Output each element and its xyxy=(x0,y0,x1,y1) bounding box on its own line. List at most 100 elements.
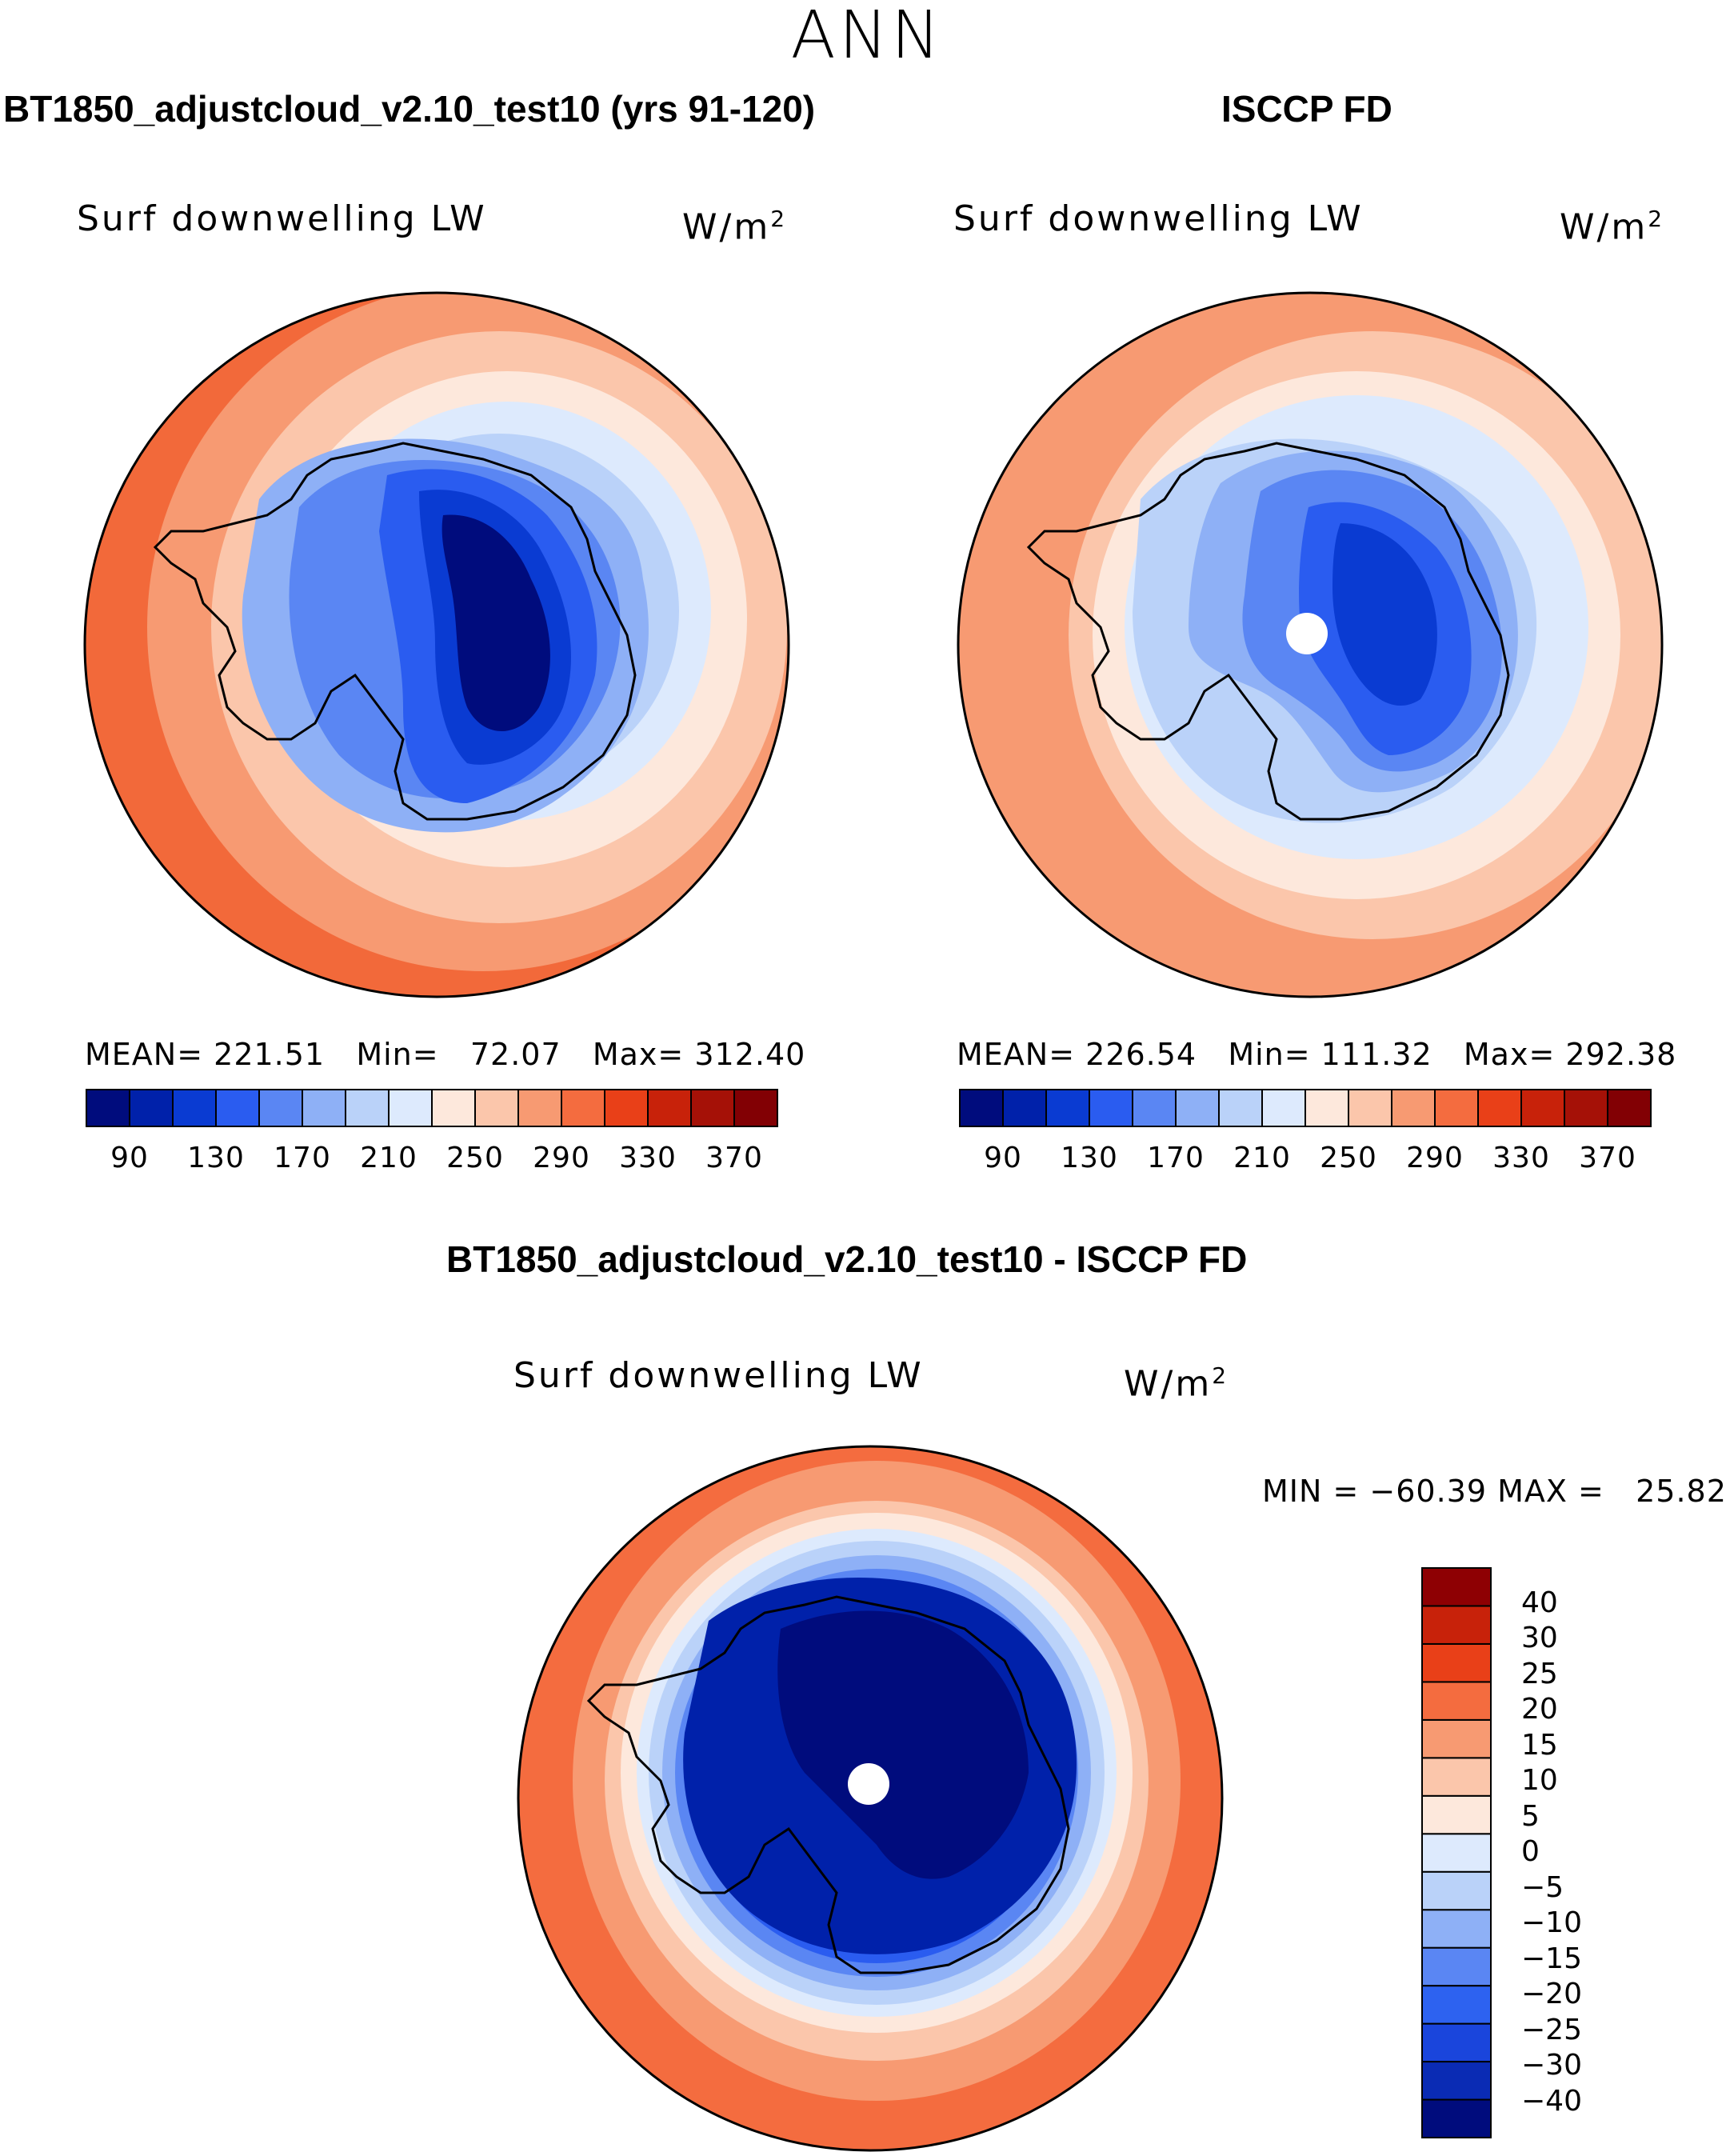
obs-tick: 290 xyxy=(1406,1142,1464,1174)
test-colorbar-swatch xyxy=(172,1089,217,1127)
test-stats: MEAN= 221.51 Min= 72.07 Max= 312.40 xyxy=(85,1037,806,1072)
test-panel-title: BT1850_adjustcloud_v2.10_test10 (yrs 91-… xyxy=(3,88,816,130)
obs-tick: 90 xyxy=(984,1142,1022,1174)
obs-panel-title: ISCCP FD xyxy=(1221,88,1392,130)
diff-tick: 40 xyxy=(1521,1586,1558,1619)
season-title: ANN xyxy=(790,0,944,74)
diff-tick: 5 xyxy=(1521,1800,1540,1833)
diff-units-label: W/m2 xyxy=(1124,1362,1229,1405)
test-tick: 250 xyxy=(446,1142,504,1174)
diff-panel-title: BT1850_adjustcloud_v2.10_test10 - ISCCP … xyxy=(446,1238,1248,1280)
obs-tick: 330 xyxy=(1492,1142,1550,1174)
diff-tick: 10 xyxy=(1521,1764,1558,1797)
diff-colorbar-swatch xyxy=(1421,1833,1492,1873)
obs-stats: MEAN= 226.54 Min= 111.32 Max= 292.38 xyxy=(957,1037,1677,1072)
diff-colorbar-swatch xyxy=(1421,2022,1492,2063)
test-map-band-ice-darkest xyxy=(441,514,550,731)
diff-map-pole-hole xyxy=(848,1763,889,1805)
obs-colorbar-swatch xyxy=(1564,1089,1608,1127)
test-colorbar-swatch xyxy=(388,1089,433,1127)
test-colorbar-swatch xyxy=(215,1089,260,1127)
test-colorbar-ticks: 90 130 170 210 250 290 330 370 xyxy=(86,1142,777,1178)
test-colorbar-swatch xyxy=(733,1089,778,1127)
test-colorbar xyxy=(86,1089,778,1127)
diff-colorbar-swatch xyxy=(1421,1870,1492,1911)
obs-tick: 250 xyxy=(1320,1142,1377,1174)
obs-tick: 130 xyxy=(1061,1142,1118,1174)
diff-tick: 15 xyxy=(1521,1729,1558,1762)
diff-colorbar-swatch xyxy=(1421,1794,1492,1835)
obs-colorbar-swatch xyxy=(1045,1089,1090,1127)
obs-tick: 210 xyxy=(1233,1142,1291,1174)
test-colorbar-swatch xyxy=(129,1089,174,1127)
diff-colorbar-swatch xyxy=(1421,2098,1492,2138)
diff-colorbar-swatch xyxy=(1421,1605,1492,1645)
test-tick: 290 xyxy=(533,1142,590,1174)
test-colorbar-swatch xyxy=(647,1089,692,1127)
diff-tick: 30 xyxy=(1521,1622,1558,1654)
diff-tick: −25 xyxy=(1521,2014,1582,2046)
obs-colorbar-swatch xyxy=(1391,1089,1436,1127)
obs-colorbar-swatch xyxy=(1607,1089,1652,1127)
obs-tick: 370 xyxy=(1579,1142,1636,1174)
diff-tick: −5 xyxy=(1521,1871,1564,1904)
obs-polar-map xyxy=(957,291,1664,998)
obs-colorbar-swatch xyxy=(1089,1089,1133,1127)
diff-stats: MIN = −60.39 MAX = 25.82 xyxy=(1262,1474,1727,1509)
obs-map-border xyxy=(957,291,1664,998)
diff-colorbar-ticks: 40 30 25 20 15 10 5 0 −5 −10 −15 −20 −25… xyxy=(1521,1568,1641,2138)
test-tick: 330 xyxy=(619,1142,677,1174)
diff-colorbar-swatch xyxy=(1421,1567,1492,1607)
test-colorbar-swatch xyxy=(561,1089,605,1127)
test-variable-label: Surf downwelling LW xyxy=(77,198,487,239)
diff-map-border xyxy=(517,1445,1224,2152)
test-map-border xyxy=(83,291,790,998)
obs-map-band-ice-dark xyxy=(1332,523,1437,706)
test-colorbar-swatch xyxy=(345,1089,390,1127)
diff-polar-map xyxy=(517,1445,1224,2152)
test-polar-map xyxy=(83,291,790,998)
test-map-coastline xyxy=(153,442,637,821)
diff-colorbar-swatch xyxy=(1421,1681,1492,1721)
test-colorbar-swatch xyxy=(302,1089,346,1127)
obs-colorbar-swatch xyxy=(1175,1089,1220,1127)
diff-colorbar-swatch xyxy=(1421,1642,1492,1683)
obs-tick: 170 xyxy=(1147,1142,1205,1174)
obs-colorbar-swatch xyxy=(1477,1089,1522,1127)
diff-tick: 20 xyxy=(1521,1693,1558,1726)
diff-tick: −20 xyxy=(1521,1978,1582,2010)
test-colorbar-swatch xyxy=(604,1089,649,1127)
diff-colorbar-swatch xyxy=(1421,2061,1492,2101)
obs-colorbar-swatch xyxy=(1002,1089,1047,1127)
obs-units-label: W/m2 xyxy=(1560,206,1665,248)
diff-tick: 25 xyxy=(1521,1658,1558,1690)
diff-map-coastline xyxy=(586,1595,1070,1974)
diff-tick: −30 xyxy=(1521,2049,1582,2082)
test-tick: 210 xyxy=(360,1142,418,1174)
diff-tick: −10 xyxy=(1521,1906,1582,1939)
diff-colorbar-swatch xyxy=(1421,1909,1492,1949)
test-tick: 170 xyxy=(274,1142,331,1174)
obs-colorbar-swatch xyxy=(1304,1089,1349,1127)
test-colorbar-swatch xyxy=(258,1089,303,1127)
test-tick: 370 xyxy=(705,1142,763,1174)
obs-colorbar-ticks: 90 130 170 210 250 290 330 370 xyxy=(960,1142,1651,1178)
obs-colorbar-swatch xyxy=(1434,1089,1479,1127)
diff-tick: −15 xyxy=(1521,1942,1582,1975)
test-units-label: W/m2 xyxy=(682,206,788,248)
obs-colorbar-swatch xyxy=(959,1089,1004,1127)
obs-colorbar-swatch xyxy=(1132,1089,1177,1127)
test-colorbar-swatch xyxy=(431,1089,476,1127)
obs-colorbar-swatch xyxy=(1261,1089,1306,1127)
diff-colorbar-swatch xyxy=(1421,1946,1492,1987)
test-colorbar-swatch xyxy=(517,1089,562,1127)
test-tick: 90 xyxy=(110,1142,149,1174)
diff-colorbar-swatch xyxy=(1421,1757,1492,1797)
test-colorbar-swatch xyxy=(474,1089,519,1127)
obs-colorbar xyxy=(959,1089,1652,1127)
diff-colorbar xyxy=(1421,1567,1492,2138)
obs-map-coastline xyxy=(1026,442,1510,821)
obs-map-pole-hole xyxy=(1286,613,1328,654)
diff-tick: −40 xyxy=(1521,2085,1582,2118)
diff-map-band-ice-darkest xyxy=(777,1610,1029,1879)
